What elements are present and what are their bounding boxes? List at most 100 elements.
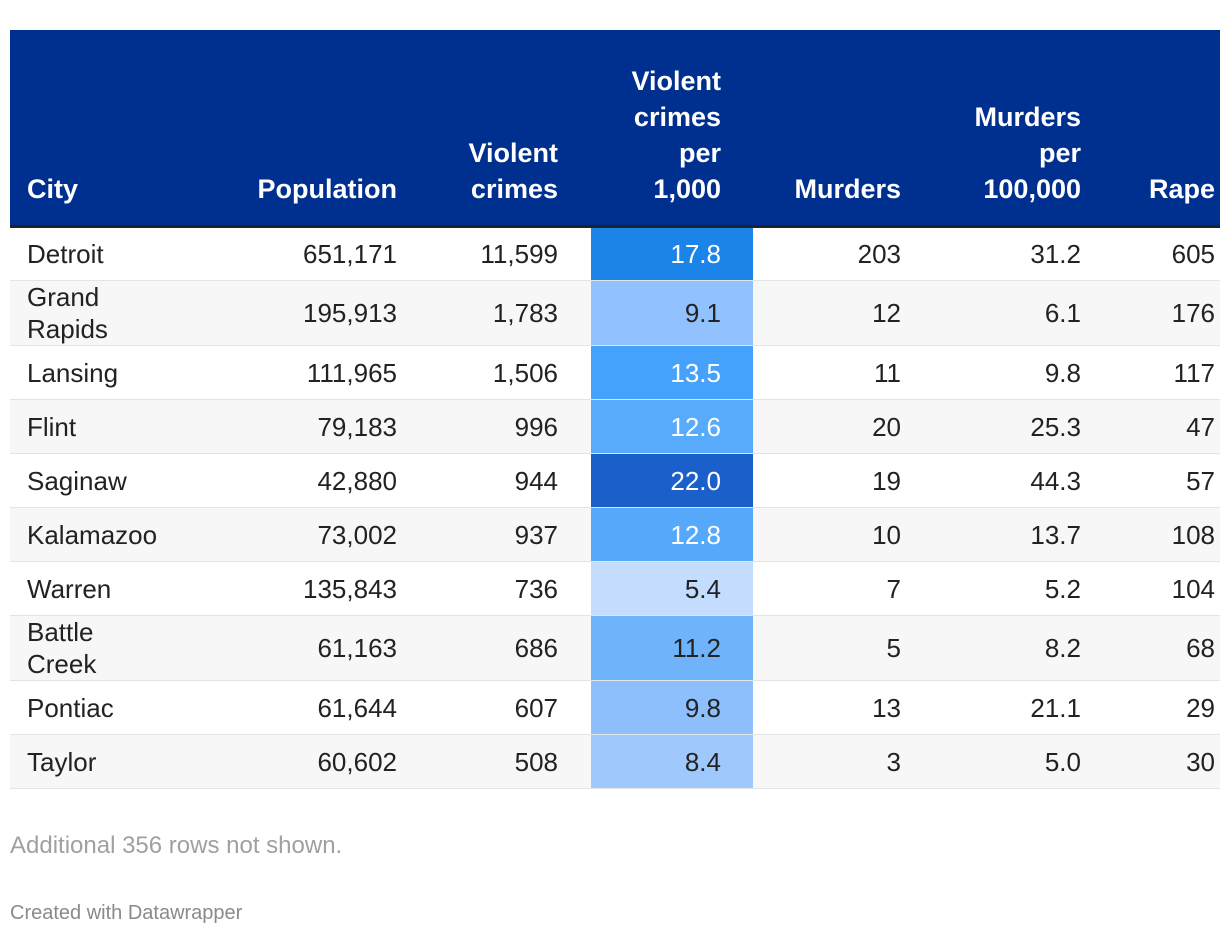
- table-cell: 8.2: [917, 615, 1097, 681]
- header-line: 1,000: [653, 174, 721, 204]
- column-header: Murders: [753, 30, 917, 228]
- table-cell: 68: [1097, 615, 1220, 681]
- table-row: Flint 79,183 996 12.6 20 25.3 47: [10, 399, 1220, 454]
- cell-text: Kalamazoo: [27, 519, 158, 550]
- table-cell: 11: [753, 345, 917, 400]
- header-line: crimes: [633, 102, 721, 132]
- city-cell: Taylor: [10, 734, 207, 789]
- header-line: Murders: [794, 174, 901, 204]
- table-cell: 31.2: [917, 226, 1097, 281]
- column-header: Population: [207, 30, 413, 228]
- table-cell: 176: [1097, 280, 1220, 346]
- note: Additional 356 rows not shown.: [10, 832, 343, 859]
- table-row: Pontiac 61,644 607 9.8 13 21.1 29: [10, 680, 1220, 735]
- table-cell: 42,880: [207, 453, 413, 508]
- table-cell: 8.4: [591, 734, 753, 789]
- table-cell: 6.1: [917, 280, 1097, 346]
- table-cell: 57: [1097, 453, 1220, 508]
- table-cell: 5.0: [917, 734, 1097, 789]
- table-cell: 12: [753, 280, 917, 346]
- table-cell: 7: [753, 561, 917, 616]
- city-cell: Saginaw: [10, 453, 207, 508]
- table-cell: 60,602: [207, 734, 413, 789]
- header-line: City: [27, 174, 79, 204]
- table-cell: 111,965: [207, 345, 413, 400]
- header-line: Population: [257, 174, 397, 204]
- table-row: Saginaw 42,880 944 22.0 19 44.3 57: [10, 453, 1220, 508]
- table-cell: 47: [1097, 399, 1220, 454]
- table-cell: 61,163: [207, 615, 413, 681]
- table-body: Detroit 651,171 11,599 17.8 203 31.2 605 Grand …: [10, 226, 1220, 789]
- table-cell: 195,913: [207, 280, 413, 346]
- column-header: Violent crimes: [413, 30, 591, 228]
- table-cell: 5: [753, 615, 917, 681]
- header-line: per: [678, 138, 721, 168]
- cell-text: Saginaw: [27, 465, 127, 496]
- table-cell: 17.8: [591, 226, 753, 281]
- table-cell: 108: [1097, 507, 1220, 562]
- city-cell: Warren: [10, 561, 207, 616]
- table-cell: 203: [753, 226, 917, 281]
- header-line: 100,000: [983, 174, 1081, 204]
- header-row: City Population Violent crimes Violent crimes…: [10, 30, 1220, 228]
- table-row: Lansing 111,965 1,506 13.5 11 9.8 117: [10, 345, 1220, 400]
- table-row: Taylor 60,602 508 8.4 3 5.0 30: [10, 734, 1220, 789]
- table-cell: 607: [413, 680, 591, 735]
- table-row: Grand Rapids 195,913 1,783 9.1 12 6.1 176: [10, 280, 1220, 346]
- cell-text: Taylor: [27, 746, 97, 777]
- footer: Created with Datawrapper: [10, 902, 243, 924]
- table-cell: 13.5: [591, 345, 753, 400]
- cell-text: Lansing: [27, 357, 119, 388]
- table-cell: 13: [753, 680, 917, 735]
- table-cell: 104: [1097, 561, 1220, 616]
- table-cell: 22.0: [591, 453, 753, 508]
- city-cell: Battle Creek: [10, 615, 207, 681]
- table-cell: 686: [413, 615, 591, 681]
- table-cell: 30: [1097, 734, 1220, 789]
- table-row: Warren 135,843 736 5.4 7 5.2 104: [10, 561, 1220, 616]
- cell-text: Pontiac: [27, 692, 114, 723]
- table-cell: 44.3: [917, 453, 1097, 508]
- table-cell: 79,183: [207, 399, 413, 454]
- city-cell: Flint: [10, 399, 207, 454]
- table-cell: 10: [753, 507, 917, 562]
- table-cell: 21.1: [917, 680, 1097, 735]
- table-cell: 29: [1097, 680, 1220, 735]
- header-line: Rape: [1148, 174, 1215, 204]
- city-cell: Grand Rapids: [10, 280, 207, 346]
- cell-text: Flint: [27, 411, 77, 442]
- table-cell: 944: [413, 453, 591, 508]
- table-cell: 508: [413, 734, 591, 789]
- column-header: Murders per 100,000: [917, 30, 1097, 228]
- table-cell: 1,506: [413, 345, 591, 400]
- table-cell: 11.2: [591, 615, 753, 681]
- header-line: Murders: [974, 102, 1081, 132]
- city-cell: Pontiac: [10, 680, 207, 735]
- cell-text: Warren: [27, 573, 112, 604]
- table-cell: 605: [1097, 226, 1220, 281]
- cell-text: Grand Rapids: [27, 282, 108, 344]
- city-cell: Lansing: [10, 345, 207, 400]
- table-cell: 20: [753, 399, 917, 454]
- header-line: Violent: [631, 66, 721, 96]
- table-cell: 9.8: [591, 680, 753, 735]
- table-cell: 73,002: [207, 507, 413, 562]
- cell-text: Detroit: [27, 239, 104, 269]
- column-header: Rape: [1097, 30, 1220, 228]
- table-cell: 9.8: [917, 345, 1097, 400]
- cell-text: Battle Creek: [27, 617, 97, 679]
- table-cell: 3: [753, 734, 917, 789]
- table-row: Kalamazoo 73,002 937 12.8 10 13.7 108: [10, 507, 1220, 562]
- column-header: City: [10, 30, 207, 228]
- table-cell: 25.3: [917, 399, 1097, 454]
- table-cell: 135,843: [207, 561, 413, 616]
- table-cell: 996: [413, 399, 591, 454]
- table-cell: 651,171: [207, 226, 413, 281]
- data-table: City Population Violent crimes Violent crimes…: [10, 30, 1220, 789]
- table-cell: 5.2: [917, 561, 1097, 616]
- table-cell: 12.6: [591, 399, 753, 454]
- city-cell: Detroit: [10, 226, 207, 281]
- table-cell: 11,599: [413, 226, 591, 281]
- table-cell: 736: [413, 561, 591, 616]
